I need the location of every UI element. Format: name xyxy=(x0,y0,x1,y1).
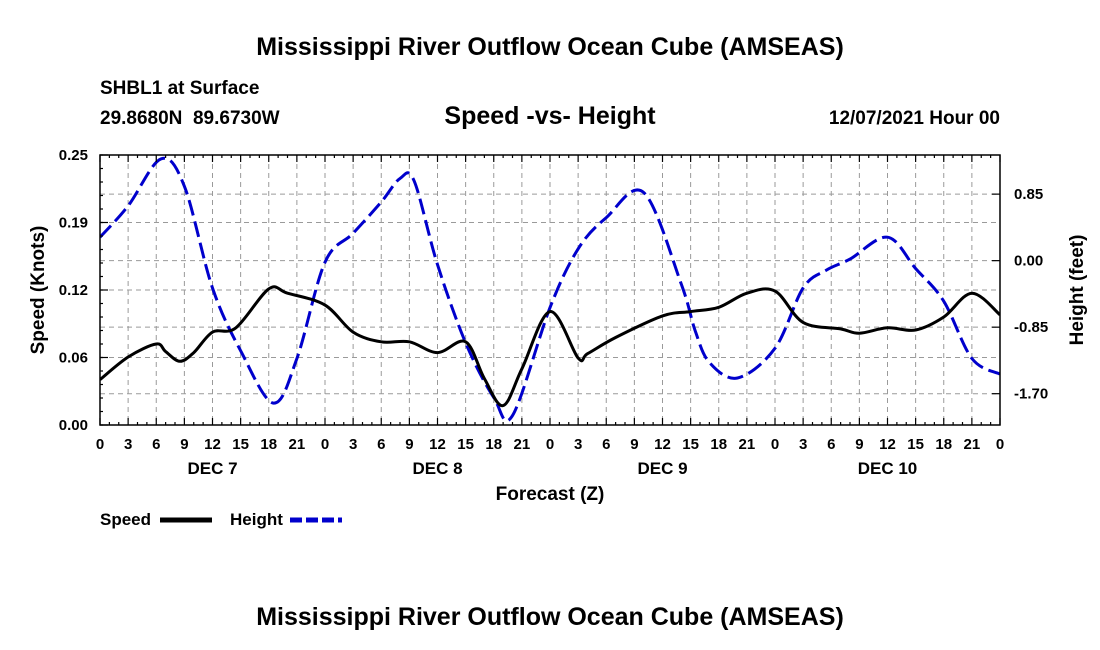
y-right-tick-label: -1.70 xyxy=(1014,386,1048,403)
x-tick-label: 9 xyxy=(405,436,413,453)
x-tick-label: 3 xyxy=(574,436,582,453)
x-tick-label: 15 xyxy=(457,436,474,453)
x-tick-label: 9 xyxy=(630,436,638,453)
plot-subtitle: Speed -vs- Height xyxy=(444,102,656,130)
axis-ticks xyxy=(99,154,1001,426)
x-tick-label: 21 xyxy=(514,436,531,453)
series-line-speed xyxy=(100,285,1000,408)
day-label: DEC 8 xyxy=(412,459,462,478)
x-tick-label: 18 xyxy=(260,436,277,453)
y-right-tick-label: -0.85 xyxy=(1014,319,1048,336)
x-tick-label: 3 xyxy=(124,436,132,453)
x-tick-label: 21 xyxy=(289,436,306,453)
x-tick-label: 3 xyxy=(349,436,357,453)
y-right-tick-label: 0.85 xyxy=(1014,186,1043,203)
x-tick-label: 3 xyxy=(799,436,807,453)
station-label: SHBL1 at Surface xyxy=(100,78,259,99)
y-left-tick-label: 0.25 xyxy=(59,147,88,164)
y-axis-left-label: Speed (Knots) xyxy=(28,226,49,355)
x-tick-label: 18 xyxy=(710,436,727,453)
x-tick-label: 6 xyxy=(827,436,835,453)
x-tick-label: 12 xyxy=(879,436,896,453)
legend-label-speed: Speed xyxy=(100,510,151,529)
x-tick-label: 18 xyxy=(935,436,952,453)
x-tick-label: 21 xyxy=(739,436,756,453)
x-tick-label: 15 xyxy=(232,436,249,453)
x-tick-label: 15 xyxy=(682,436,699,453)
y-left-tick-label: 0.12 xyxy=(59,282,88,299)
x-tick-label: 15 xyxy=(907,436,924,453)
series-line-height xyxy=(100,156,1000,423)
x-tick-label: 0 xyxy=(96,436,104,453)
day-label: DEC 9 xyxy=(637,459,687,478)
x-tick-label: 0 xyxy=(546,436,554,453)
y-left-tick-label: 0.06 xyxy=(59,350,88,367)
x-tick-label: 6 xyxy=(152,436,160,453)
day-label: DEC 7 xyxy=(187,459,237,478)
axis-tick-labels: 0 3 6 9 12 15 18 21 0 3 6 9 12 15 18 21 0 3 6 9 12 15 18 21 0 3 6 9… xyxy=(59,147,1048,478)
legend: Speed Height xyxy=(100,510,342,529)
x-tick-label: 9 xyxy=(180,436,188,453)
y-right-tick-label: 0.00 xyxy=(1014,253,1043,270)
footer-chart-title: Mississippi River Outflow Ocean Cube (AM… xyxy=(256,603,844,631)
x-tick-label: 12 xyxy=(429,436,446,453)
plot-grid xyxy=(100,155,1000,425)
chart-title: Mississippi River Outflow Ocean Cube (AM… xyxy=(256,33,844,61)
x-axis-label: Forecast (Z) xyxy=(496,484,605,505)
x-tick-label: 12 xyxy=(654,436,671,453)
x-tick-label: 6 xyxy=(602,436,610,453)
x-tick-label: 6 xyxy=(377,436,385,453)
x-tick-label: 0 xyxy=(321,436,329,453)
series-layer xyxy=(100,156,1000,423)
legend-label-height: Height xyxy=(230,510,283,529)
day-label: DEC 10 xyxy=(858,459,918,478)
x-tick-label: 9 xyxy=(855,436,863,453)
x-tick-label: 21 xyxy=(964,436,981,453)
coordinates-label: 29.8680N 89.6730W xyxy=(100,108,280,129)
date-hour-label: 12/07/2021 Hour 00 xyxy=(829,108,1000,129)
x-tick-label: 0 xyxy=(771,436,779,453)
y-axis-right-label: Height (feet) xyxy=(1067,235,1088,346)
x-tick-label: 18 xyxy=(485,436,502,453)
y-left-tick-label: 0.00 xyxy=(59,417,88,434)
x-tick-label: 12 xyxy=(204,436,221,453)
y-left-tick-label: 0.19 xyxy=(59,215,88,232)
x-tick-label: 0 xyxy=(996,436,1004,453)
